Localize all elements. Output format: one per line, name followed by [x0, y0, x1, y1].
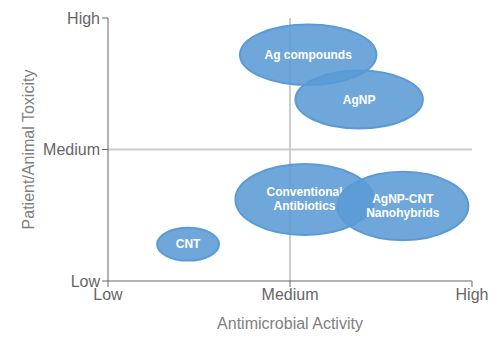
svg-text:CNT: CNT: [176, 237, 201, 251]
svg-text:Low: Low: [71, 273, 101, 290]
svg-text:Low: Low: [93, 286, 123, 304]
svg-text:ConventionalAntibiotics: ConventionalAntibiotics: [267, 185, 343, 213]
svg-text:Patient/Animal Toxicity: Patient/Animal Toxicity: [20, 70, 37, 230]
svg-text:Ag compounds: Ag compounds: [265, 48, 353, 62]
svg-text:AgNP-CNTNanohybrids: AgNP-CNTNanohybrids: [366, 192, 440, 220]
svg-text:High: High: [67, 10, 100, 27]
svg-text:AgNP: AgNP: [343, 93, 376, 107]
svg-text:Medium: Medium: [43, 141, 100, 158]
svg-text:High: High: [456, 286, 489, 303]
svg-text:Antimicrobial Activity: Antimicrobial Activity: [217, 315, 363, 332]
svg-text:Medium: Medium: [262, 286, 319, 303]
